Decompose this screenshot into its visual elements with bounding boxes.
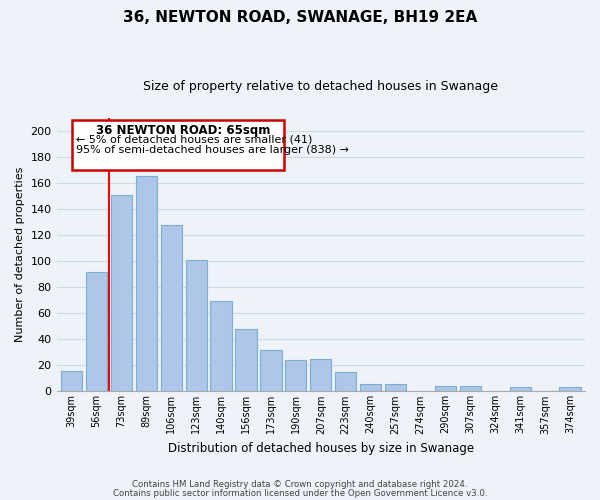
Bar [86,272,107,392]
Bar [509,388,531,392]
Text: Contains HM Land Registry data © Crown copyright and database right 2024.: Contains HM Land Registry data © Crown c… [132,480,468,489]
Bar [335,372,356,392]
Bar [435,386,456,392]
Bar [61,370,82,392]
Bar [559,388,581,392]
Y-axis label: Number of detached properties: Number of detached properties [15,167,25,342]
Bar [385,384,406,392]
Text: Contains public sector information licensed under the Open Government Licence v3: Contains public sector information licen… [113,490,487,498]
Bar [285,360,307,392]
Text: 95% of semi-detached houses are larger (838) →: 95% of semi-detached houses are larger (… [76,145,349,155]
Bar [211,302,232,392]
Bar [185,260,207,392]
Bar [460,386,481,392]
Bar [161,224,182,392]
Bar [235,329,257,392]
Text: 36 NEWTON ROAD: 65sqm: 36 NEWTON ROAD: 65sqm [97,124,271,138]
Text: ← 5% of detached houses are smaller (41): ← 5% of detached houses are smaller (41) [76,134,313,144]
FancyBboxPatch shape [72,120,284,170]
Bar [136,176,157,392]
Bar [111,194,132,392]
Bar [360,384,381,392]
Text: 36, NEWTON ROAD, SWANAGE, BH19 2EA: 36, NEWTON ROAD, SWANAGE, BH19 2EA [123,10,477,25]
Bar [310,359,331,392]
X-axis label: Distribution of detached houses by size in Swanage: Distribution of detached houses by size … [168,442,474,455]
Bar [260,350,281,392]
Title: Size of property relative to detached houses in Swanage: Size of property relative to detached ho… [143,80,498,93]
